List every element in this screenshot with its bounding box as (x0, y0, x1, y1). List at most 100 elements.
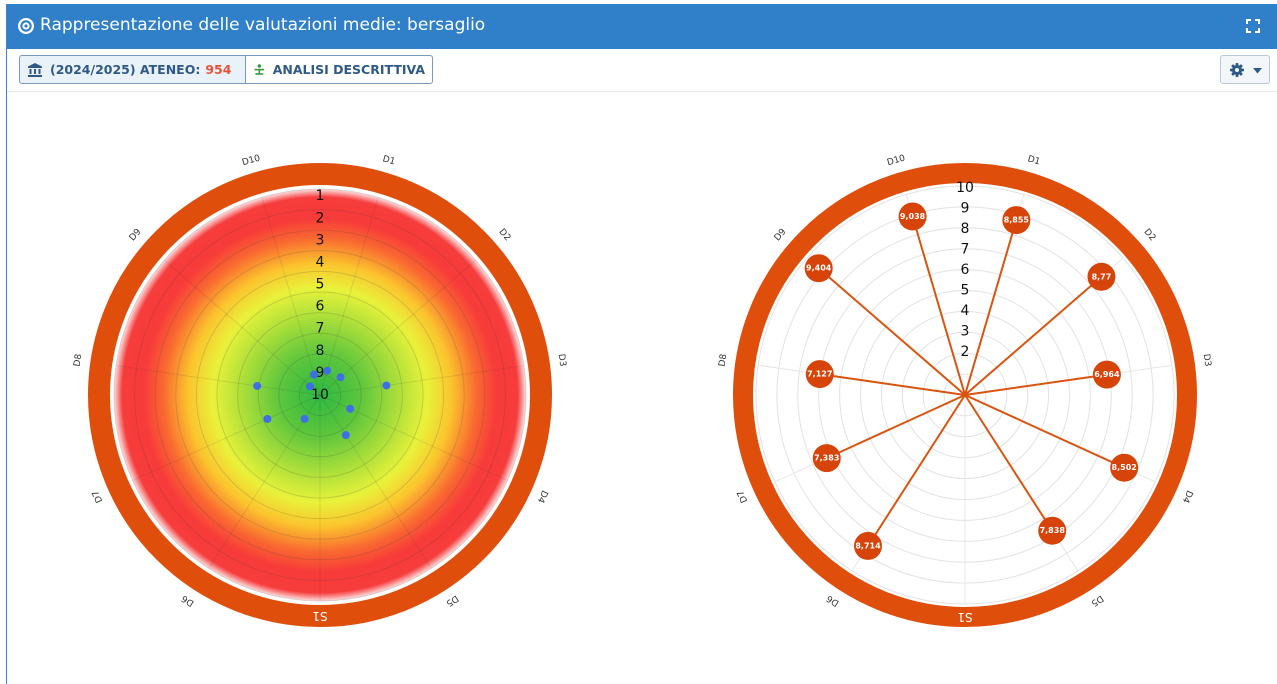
data-point (253, 381, 262, 390)
grid-ring (175, 250, 465, 540)
data-point (306, 382, 315, 391)
data-marker (898, 202, 927, 231)
category-label: D4 (1180, 489, 1194, 505)
year-filter-button[interactable]: (2024/2025) ATENEO: 954 (19, 55, 246, 84)
data-point (341, 431, 350, 440)
data-point (382, 381, 391, 390)
data-spoke (818, 267, 966, 396)
data-point (300, 414, 309, 423)
data-spoke (964, 276, 1103, 396)
grid-spoke (163, 259, 321, 396)
category-label: D4 (535, 489, 549, 505)
category-label: D6 (825, 592, 841, 607)
radial-tick-label: 3 (961, 324, 970, 340)
grid-ring (216, 291, 424, 499)
toolbar: (2024/2025) ATENEO: 954 ANALISI DESCRITT… (7, 49, 1277, 92)
category-label: D3 (556, 353, 568, 367)
radial-tick-label: 8 (316, 343, 325, 359)
data-value-label: 9,404 (806, 264, 832, 273)
radial-tick-label: 10 (311, 387, 329, 403)
category-label: D7 (736, 489, 750, 505)
grid-spoke (208, 394, 321, 569)
data-marker (1110, 453, 1139, 482)
year-filter-label: (2024/2025) ATENEO: (50, 62, 201, 77)
radial-tick-label: 8 (961, 221, 970, 237)
data-point (263, 415, 272, 424)
data-marker (854, 531, 883, 560)
radial-tick-label: 7 (316, 321, 325, 337)
category-label: D10 (886, 153, 907, 168)
data-spoke (867, 394, 966, 547)
radial-tick-label: 4 (961, 303, 970, 319)
data-spoke (964, 394, 1125, 469)
grid-spoke (319, 394, 432, 569)
category-label: D6 (180, 592, 196, 607)
data-marker (805, 360, 834, 389)
panel-header: Rappresentazione delle valutazioni medie… (7, 4, 1277, 49)
data-value-label: 8,714 (855, 541, 881, 550)
category-label: D2 (496, 227, 512, 243)
data-value-label: 6,964 (1094, 370, 1120, 379)
radial-tick-label: 1 (316, 188, 325, 204)
category-label: S1 (312, 609, 327, 623)
data-value-label: 8,77 (1092, 272, 1112, 281)
grid-spoke (319, 259, 477, 396)
caret-down-icon (1253, 68, 1262, 74)
category-label: D8 (73, 353, 85, 367)
category-label: D1 (381, 154, 396, 167)
year-filter-count: 954 (205, 62, 232, 77)
grid-ring (195, 270, 445, 520)
outer-ring (88, 163, 552, 627)
grid-ring (154, 229, 486, 561)
category-label: D10 (241, 153, 262, 168)
data-spoke (826, 394, 966, 460)
grid-ring (113, 188, 527, 602)
radial-tick-label: 10 (956, 180, 974, 196)
data-spoke (964, 394, 1054, 532)
analysis-icon (254, 63, 265, 75)
data-marker (1092, 360, 1121, 389)
radial-tick-label: 6 (961, 262, 970, 278)
data-value-label: 7,127 (807, 370, 832, 379)
radial-tick-label: 7 (961, 242, 970, 258)
data-spoke (911, 216, 966, 396)
radial-tick-label: 5 (316, 277, 325, 293)
target-chart: D1 D2 D3 D4 D5 S1 D6 D7 D8 D9 D10 1 2 3 4 5 6 7 8 9 10 (73, 153, 568, 627)
settings-dropdown[interactable] (1220, 55, 1270, 84)
grid-ring (237, 312, 403, 478)
category-label: D1 (1026, 154, 1041, 167)
data-point (310, 370, 319, 379)
data-marker (1087, 262, 1116, 291)
data-marker (812, 444, 841, 473)
outer-ring (733, 163, 1197, 627)
radial-tick-label: 5 (961, 283, 970, 299)
data-value-label: 8,502 (1112, 463, 1137, 472)
analysis-button[interactable]: ANALISI DESCRITTIVA (245, 55, 433, 84)
data-marker (1038, 516, 1067, 545)
gear-icon (1230, 63, 1244, 77)
data-value-label: 7,383 (814, 454, 839, 463)
data-spoke (964, 373, 1108, 396)
data-spoke (964, 219, 1018, 396)
category-label: D2 (1141, 227, 1157, 243)
category-label: D5 (444, 593, 460, 608)
data-marker (1002, 206, 1031, 235)
expand-icon[interactable] (1245, 18, 1261, 34)
data-marker (804, 254, 833, 283)
category-label: D3 (1201, 353, 1213, 367)
grid-spoke (132, 394, 321, 482)
radar-chart: D1 D2 D3 D4 D5 S1 D6 D7 D8 D9 D10 2 3 4 5 6 7 8 9 10 8,855 8,… (718, 153, 1213, 627)
data-value-label: 9,038 (900, 212, 926, 221)
radial-tick-label: 4 (316, 254, 325, 270)
grid-spoke (116, 365, 321, 396)
category-label: D7 (91, 489, 105, 505)
radial-tick-label: 2 (316, 210, 325, 226)
category-label: D9 (128, 227, 144, 243)
panel-title: Rappresentazione delle valutazioni medie… (40, 15, 486, 35)
panel: Rappresentazione delle valutazioni medie… (6, 4, 1277, 684)
grid-ring (278, 353, 362, 437)
radial-tick-label: 9 (316, 365, 325, 381)
data-value-label: 7,838 (1040, 526, 1066, 535)
data-point (346, 404, 355, 413)
category-label: D9 (773, 227, 789, 243)
